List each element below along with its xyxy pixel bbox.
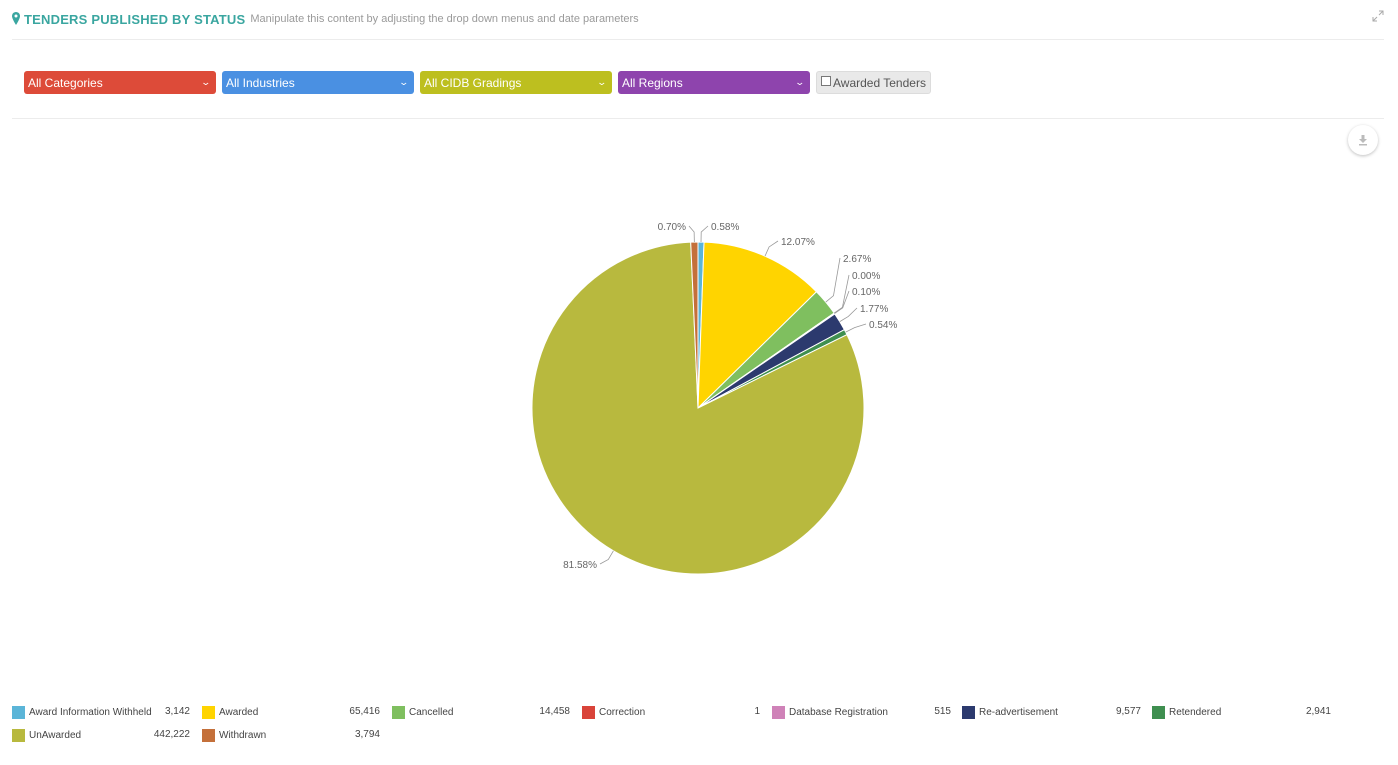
industries-dropdown-label: All Industries xyxy=(226,75,295,90)
legend-swatch xyxy=(962,705,975,719)
legend-item-awarded[interactable]: Awarded xyxy=(202,705,258,719)
legend-swatch xyxy=(202,705,215,719)
legend-swatch xyxy=(392,705,405,719)
data-label-awarded: 12.07% xyxy=(781,237,815,248)
data-label-unawarded: 81.58% xyxy=(563,560,597,571)
cidb-gradings-dropdown-label: All CIDB Gradings xyxy=(424,75,522,90)
chart-header: TENDERS PUBLISHED BY STATUS Manipulate t… xyxy=(12,9,639,29)
legend-label: UnAwarded xyxy=(29,729,82,741)
checkbox-box[interactable] xyxy=(821,76,831,86)
legend-label: Awarded xyxy=(219,706,259,718)
label-connector xyxy=(833,274,850,314)
label-connector xyxy=(700,225,709,243)
chevron-down-icon: ⌄ xyxy=(200,77,212,87)
legend-label: Database Registration xyxy=(789,706,888,718)
categories-dropdown-label: All Categories xyxy=(28,75,103,90)
label-connector xyxy=(599,550,614,565)
legend-label: Withdrawn xyxy=(219,729,267,741)
data-label-cancelled: 2.67% xyxy=(843,254,871,265)
legend-swatch xyxy=(772,705,785,719)
pie-slice-unawarded[interactable] xyxy=(531,241,865,575)
label-connector xyxy=(845,323,867,333)
legend-swatch xyxy=(1152,705,1165,719)
awarded-tenders-checkbox[interactable]: Awarded Tenders xyxy=(816,71,931,94)
legend-value-cancelled: 14,458 xyxy=(539,706,570,717)
legend-item-unawarded[interactable]: UnAwarded xyxy=(12,728,81,742)
download-icon xyxy=(1359,135,1367,146)
legend-item-withdrawn[interactable]: Withdrawn xyxy=(202,728,266,742)
page-title: TENDERS PUBLISHED BY STATUS xyxy=(24,11,246,27)
categories-dropdown[interactable]: All Categories ⌄ xyxy=(24,71,216,94)
data-label-re-advertisement: 1.77% xyxy=(860,304,888,315)
pie-chart: 0.58% 12.07% 2.67% 0.00% 0.10% 1.77% 0.54% 81.5… xyxy=(531,222,897,575)
label-connector xyxy=(764,240,779,257)
data-label-correction: 0.00% xyxy=(852,271,880,282)
legend-label: Cancelled xyxy=(409,706,454,718)
chevron-down-icon: ⌄ xyxy=(398,77,410,87)
legend-swatch xyxy=(202,728,215,742)
legend-label: Re-advertisement xyxy=(979,706,1058,718)
legend-label: Award Information Withheld xyxy=(29,706,152,718)
divider xyxy=(12,39,1384,40)
data-label-withdrawn: 0.70% xyxy=(658,222,686,233)
legend-item-retendered[interactable]: Retendered xyxy=(1152,705,1221,719)
label-connector xyxy=(834,290,850,314)
legend-item-cancelled[interactable]: Cancelled xyxy=(392,705,453,719)
legend-label: Correction xyxy=(599,706,646,718)
legend-swatch xyxy=(12,728,25,742)
label-connector xyxy=(688,225,695,243)
legend-value-award-information-withheld: 3,142 xyxy=(164,706,190,717)
legend-value-awarded: 65,416 xyxy=(349,706,380,717)
label-connector xyxy=(839,307,858,322)
label-connector xyxy=(825,257,841,303)
legend-value-withdrawn: 3,794 xyxy=(354,729,380,740)
divider xyxy=(12,118,1384,119)
legend-value-re-advertisement: 9,577 xyxy=(1115,706,1141,717)
regions-dropdown-label: All Regions xyxy=(622,75,683,90)
legend-swatch xyxy=(582,705,595,719)
chevron-down-icon: ⌄ xyxy=(794,77,806,87)
filter-bar: All Categories ⌄ All Industries ⌄ All CI… xyxy=(24,71,931,94)
data-label-database-registration: 0.10% xyxy=(852,287,880,298)
awarded-tenders-label: Awarded Tenders xyxy=(833,75,926,90)
cidb-gradings-dropdown[interactable]: All CIDB Gradings ⌄ xyxy=(420,71,612,94)
page-subtitle: Manipulate this content by adjusting the… xyxy=(250,13,639,25)
legend-value-retendered: 2,941 xyxy=(1305,706,1331,717)
legend-value-correction: 1 xyxy=(754,706,760,717)
legend-item-correction[interactable]: Correction xyxy=(582,705,645,719)
legend-label: Retendered xyxy=(1169,706,1222,718)
data-label-award-information-withheld: 0.58% xyxy=(711,222,739,233)
legend-item-award-information-withheld[interactable]: Award Information Withheld xyxy=(12,705,152,719)
legend-item-re-advertisement[interactable]: Re-advertisement xyxy=(962,705,1058,719)
legend-swatch xyxy=(12,705,25,719)
data-label-retendered: 0.54% xyxy=(869,320,897,331)
legend-item-database-registration[interactable]: Database Registration xyxy=(772,705,888,719)
chevron-down-icon: ⌄ xyxy=(596,77,608,87)
map-marker-icon xyxy=(12,12,20,25)
legend-value-database-registration: 515 xyxy=(934,706,951,717)
expand-icon[interactable] xyxy=(1372,10,1384,22)
regions-dropdown[interactable]: All Regions ⌄ xyxy=(618,71,810,94)
industries-dropdown[interactable]: All Industries ⌄ xyxy=(222,71,414,94)
legend-value-unawarded: 442,222 xyxy=(153,729,190,740)
download-button[interactable] xyxy=(1348,125,1378,155)
